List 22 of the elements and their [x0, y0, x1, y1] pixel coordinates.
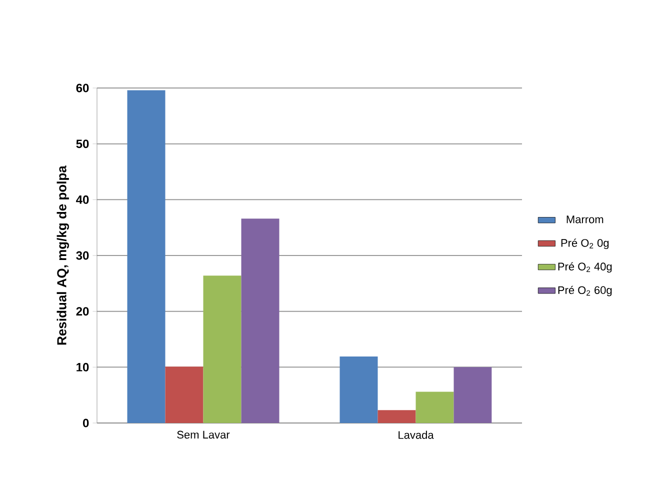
y-axis-title: Residual AQ, mg/kg de polpa [56, 165, 69, 345]
y-tick-label: 40 [76, 195, 89, 204]
legend-label: Pré O$_{2}$ 40g [558, 262, 612, 273]
y-tick-label: 50 [76, 140, 89, 148]
bar [165, 366, 204, 423]
x-tick-label: Lavada [398, 430, 434, 439]
y-tick-label: 60 [76, 84, 89, 92]
bar [241, 218, 280, 423]
legend-label: Marrom [566, 216, 604, 224]
legend-label: Pré O$_{2}$ 60g [558, 286, 612, 296]
y-tick-label: 0 [82, 418, 89, 428]
bar [340, 356, 378, 423]
bar [454, 367, 492, 423]
y-tick-label: 30 [76, 251, 89, 260]
bar [127, 90, 166, 423]
bar [416, 392, 454, 423]
bar [203, 276, 242, 423]
y-tick-label: 20 [76, 307, 89, 316]
bar [378, 410, 416, 423]
x-tick-label: Sem Lavar [177, 430, 230, 439]
y-tick-label: 10 [76, 362, 89, 372]
legend-label: Pré O$_{2}$ 0g [561, 238, 609, 250]
